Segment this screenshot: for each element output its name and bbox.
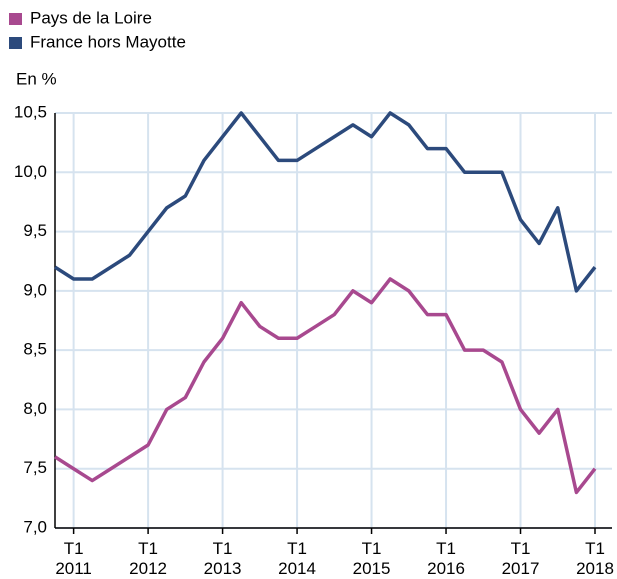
- y-tick-label: 8,0: [23, 399, 47, 418]
- y-tick-label: 7,5: [23, 458, 47, 477]
- x-tick-label: T1 2011: [55, 539, 92, 578]
- y-tick-label: 10,5: [14, 102, 47, 121]
- x-tick-label: T1 2018: [576, 539, 614, 578]
- x-tick-label: T1 2014: [278, 539, 316, 578]
- y-tick-label: 8,5: [23, 340, 47, 359]
- series-line: [54, 111, 597, 293]
- y-tick-label: 7,0: [23, 517, 47, 536]
- x-tick-label: T1 2016: [427, 539, 465, 578]
- x-tick-label: T1 2012: [129, 539, 167, 578]
- x-tick-label: T1 2017: [501, 539, 540, 578]
- x-tick-label: T1 2013: [203, 539, 242, 578]
- legend-swatch: [9, 13, 22, 25]
- y-tick-label: 10,0: [14, 162, 47, 181]
- legend-swatch: [9, 37, 22, 49]
- legend-label: France hors Mayotte: [30, 32, 186, 51]
- legend-label: Pays de la Loire: [30, 8, 152, 27]
- y-tick-label: 9,0: [23, 280, 47, 299]
- x-tick-label: T1 2015: [352, 539, 391, 578]
- y-tick-label: 9,5: [23, 221, 47, 240]
- series-line: [54, 277, 597, 495]
- y-axis-label: En %: [16, 69, 57, 88]
